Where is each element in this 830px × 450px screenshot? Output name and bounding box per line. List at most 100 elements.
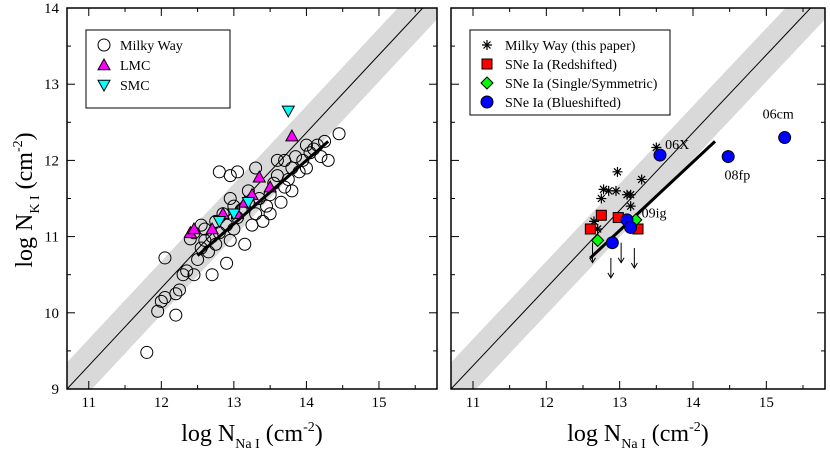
annotation-08fp: 08fp xyxy=(725,168,751,183)
right-legend-box xyxy=(469,29,671,116)
annotation-06X: 06X xyxy=(665,138,689,153)
milky-way-this-paper-point xyxy=(636,174,647,185)
milky-way-point xyxy=(180,264,194,278)
milky-way-point xyxy=(249,161,263,175)
left-axis-ticks: 11 12 13 14 15 9 10 11 12 13 14 xyxy=(44,1,437,411)
y-tick-label: 14 xyxy=(44,1,60,17)
left-legend: Milky Way LMC SMC xyxy=(85,29,231,109)
legend-marker-milky-way xyxy=(97,38,111,52)
left-x-axis-title: log NNa I (cm-2) xyxy=(181,420,322,450)
milky-way-point xyxy=(154,294,168,308)
milky-way-point xyxy=(274,195,288,209)
y-tick-label: 11 xyxy=(45,230,59,246)
annotation-06cm: 06cm xyxy=(763,107,794,122)
milky-way-this-paper-point xyxy=(598,184,609,195)
legend-label-lmc: LMC xyxy=(120,59,150,74)
upper-limit-arrow-head xyxy=(617,257,625,264)
x-tick-label: 15 xyxy=(759,395,774,411)
smc-point xyxy=(227,208,241,221)
milky-way-point xyxy=(249,207,263,221)
milky-way-point xyxy=(263,207,277,221)
milky-way-point xyxy=(332,127,346,141)
left-panel: 11 12 13 14 15 9 10 11 12 13 14 Milky Way LMC SMC lo… xyxy=(11,1,438,450)
milky-way-point xyxy=(260,199,274,213)
milky-way-this-paper-point xyxy=(625,189,636,200)
milky-way-point xyxy=(223,192,237,205)
right-data-points xyxy=(584,131,792,250)
milky-way-point xyxy=(212,165,226,179)
legend-marker-sne-ia-single-symmetric xyxy=(480,76,494,90)
x-tick-label: 12 xyxy=(539,395,554,411)
upper-limit-arrow-head xyxy=(630,262,638,270)
legend-marker-sne-ia-redshifted xyxy=(481,58,493,70)
right-shaded-band xyxy=(451,8,825,389)
milky-way-point xyxy=(238,237,252,251)
sne-ia-blueshifted-point xyxy=(605,236,619,250)
legend-label-milky-way-this-paper: Milky Way (this paper) xyxy=(505,39,636,54)
milky-way-point xyxy=(314,150,328,164)
legend-label-smc: SMC xyxy=(120,79,150,94)
right-axis-ticks: 11 12 13 14 15 xyxy=(451,7,825,411)
milky-way-point xyxy=(223,169,237,183)
legend-marker-lmc xyxy=(97,57,111,71)
legend-label-sne-ia-redshifted: SNe Ia (Redshifted) xyxy=(505,58,617,73)
sne-ia-redshifted-point xyxy=(595,209,607,221)
lmc-point xyxy=(205,221,219,235)
milky-way-point xyxy=(289,150,303,164)
x-tick-label: 14 xyxy=(686,395,702,411)
milky-way-point xyxy=(169,287,183,301)
lmc-point xyxy=(252,170,267,183)
legend-marker-milky-way-this-paper xyxy=(482,40,492,50)
lmc-point xyxy=(285,128,299,142)
x-tick-label: 12 xyxy=(154,395,169,411)
milky-way-point xyxy=(256,214,270,228)
milky-way-point xyxy=(223,233,237,247)
legend-label-sne-ia-blueshifted: SNe Ia (Blueshifted) xyxy=(505,96,621,111)
milky-way-point xyxy=(176,268,190,282)
lmc-point xyxy=(187,221,201,235)
milky-way-this-paper-point xyxy=(603,185,614,196)
milky-way-point xyxy=(230,165,244,179)
y-tick-label: 13 xyxy=(44,77,59,93)
milky-way-point xyxy=(191,252,205,266)
upper-limit-arrow-head xyxy=(589,257,596,264)
milky-way-point xyxy=(285,184,299,198)
sne-ia-blueshifted-point xyxy=(624,220,638,234)
milky-way-point xyxy=(245,218,259,232)
milky-way-point xyxy=(220,256,234,270)
x-tick-label: 11 xyxy=(466,395,480,411)
milky-way-this-paper-point xyxy=(625,201,636,212)
milky-way-this-paper-point xyxy=(589,216,599,227)
right-annotations: 06X 08fp 06cm 09ig xyxy=(642,107,794,221)
milky-way-point xyxy=(187,268,201,282)
x-tick-label: 13 xyxy=(612,395,627,411)
milky-way-this-paper-point xyxy=(651,142,662,153)
milky-way-point xyxy=(169,308,183,322)
smc-point xyxy=(241,197,256,210)
x-tick-label: 15 xyxy=(371,395,386,411)
milky-way-point xyxy=(140,345,154,359)
annotation-09ig: 09ig xyxy=(642,207,667,222)
sne-ia-blueshifted-point xyxy=(778,131,792,145)
milky-way-this-paper-point xyxy=(612,166,623,177)
sne-ia-blueshifted-point xyxy=(653,148,667,162)
sne-ia-blueshifted-point xyxy=(721,150,735,164)
y-tick-label: 9 xyxy=(52,382,60,398)
smc-point xyxy=(281,105,296,118)
right-legend: Milky Way (this paper) SNe Ia (Redshifted… xyxy=(469,29,671,116)
y-tick-label: 10 xyxy=(44,306,59,322)
legend-label-milky-way: Milky Way xyxy=(120,39,183,54)
left-fit-line xyxy=(196,140,330,257)
right-upper-limit-arrows xyxy=(589,242,638,279)
milky-way-point xyxy=(205,268,219,282)
milky-way-point xyxy=(172,283,186,297)
smc-point xyxy=(212,216,227,229)
right-x-axis-title: log NNa I (cm-2) xyxy=(567,420,708,450)
milky-way-this-paper-point xyxy=(596,193,607,204)
right-panel: 11 12 13 14 15 06X 08fp 06cm 09ig Milky Way (th… xyxy=(450,7,826,450)
sne-ia-single-symmetric-point xyxy=(590,233,605,248)
milky-way-point xyxy=(296,153,310,167)
x-tick-label: 11 xyxy=(82,395,96,411)
milky-way-point xyxy=(321,153,335,167)
